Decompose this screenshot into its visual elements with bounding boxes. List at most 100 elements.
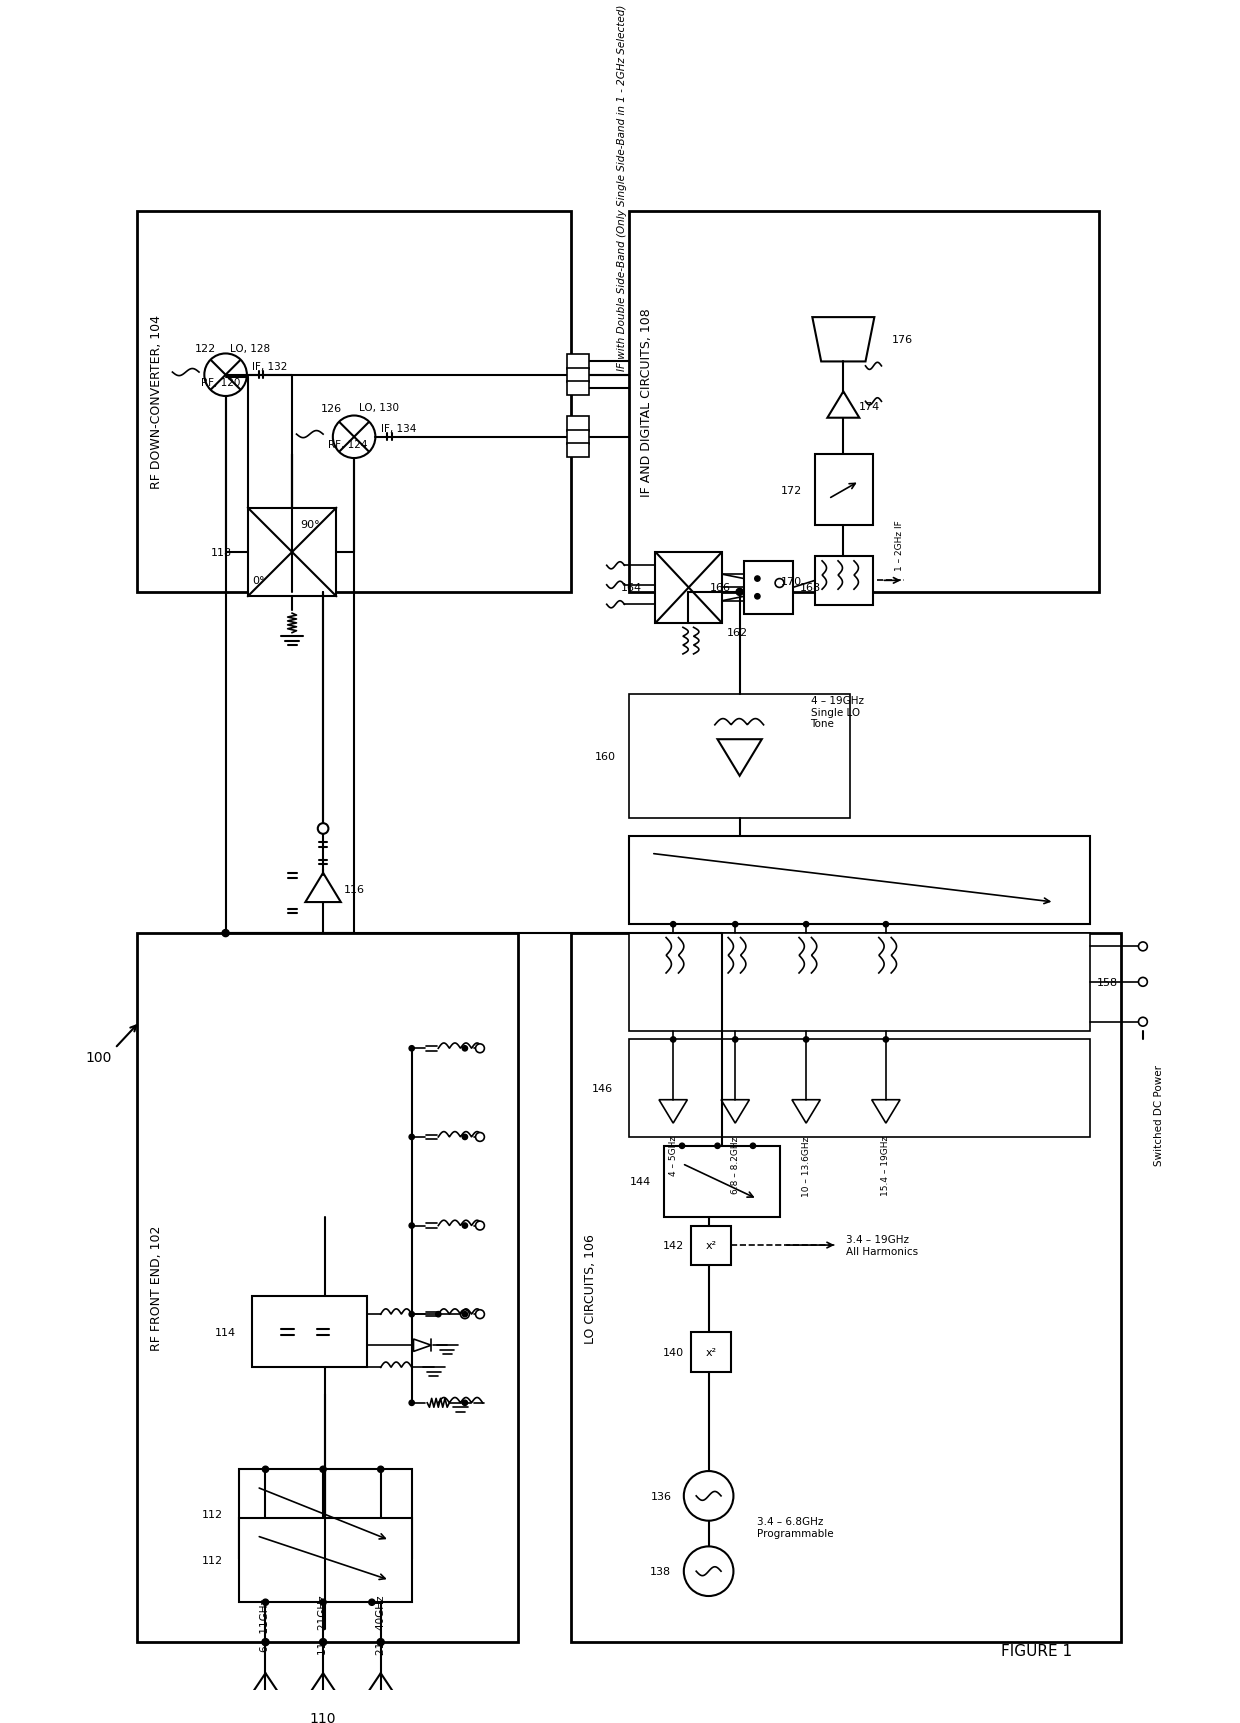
Bar [136,934,518,1642]
Text: 158: 158 [1097,977,1118,987]
Circle shape [714,1144,720,1149]
Bar [567,431,589,445]
Circle shape [463,1135,467,1141]
Circle shape [222,930,229,937]
Text: IF AND DIGITAL CIRCUITS, 108: IF AND DIGITAL CIRCUITS, 108 [640,308,653,496]
Text: RF FRONT END, 102: RF FRONT END, 102 [150,1225,162,1351]
Text: 11 – 21GHz: 11 – 21GHz [319,1595,329,1654]
Bar [815,455,873,526]
Text: RF DOWN-CONVERTER, 104: RF DOWN-CONVERTER, 104 [150,315,162,489]
Text: 4 – 5GHz: 4 – 5GHz [668,1135,678,1175]
Circle shape [409,1046,414,1051]
Text: LO CIRCUITS, 106: LO CIRCUITS, 106 [584,1234,598,1342]
Bar [629,694,851,818]
Bar [815,557,873,606]
Circle shape [733,922,738,927]
Bar [656,553,722,624]
Circle shape [475,1044,485,1053]
Circle shape [263,1599,269,1606]
Text: 160: 160 [594,751,615,762]
Text: 6 – 11GHz: 6 – 11GHz [260,1597,270,1651]
Text: Switched DC Power: Switched DC Power [1154,1065,1164,1165]
Circle shape [1138,942,1147,951]
Polygon shape [658,1099,687,1123]
Text: IF, 132: IF, 132 [252,362,288,372]
Bar [239,1518,412,1602]
Text: 122: 122 [195,345,216,353]
Circle shape [317,824,329,834]
Bar [252,1297,367,1368]
Text: 6.8 – 8.2GHz: 6.8 – 8.2GHz [730,1135,740,1192]
Circle shape [205,355,247,396]
Circle shape [463,1311,467,1316]
Text: 162: 162 [727,627,748,638]
Polygon shape [305,874,341,903]
Polygon shape [718,739,761,777]
Text: 136: 136 [651,1490,671,1501]
Circle shape [409,1311,414,1316]
Text: LO, 130: LO, 130 [358,403,398,412]
Text: 172: 172 [780,486,802,496]
Text: 138: 138 [650,1566,671,1577]
Circle shape [475,1222,485,1230]
Circle shape [475,1309,485,1318]
Circle shape [320,1639,326,1645]
Circle shape [804,922,808,927]
Circle shape [475,1132,485,1142]
Text: 146: 146 [591,1084,613,1094]
Text: 174: 174 [859,401,880,412]
Text: 164: 164 [621,582,642,593]
Circle shape [463,1046,467,1051]
Text: 4 – 19GHz
Single LO
Tone: 4 – 19GHz Single LO Tone [811,696,863,729]
Text: 144: 144 [630,1177,651,1187]
Text: RF, 120: RF, 120 [201,377,241,388]
Text: 142: 142 [662,1241,683,1251]
Text: 3.4 – 6.8GHz
Programmable: 3.4 – 6.8GHz Programmable [758,1516,835,1539]
Circle shape [671,922,676,927]
Circle shape [737,589,743,596]
Circle shape [683,1471,733,1521]
Circle shape [680,1144,684,1149]
Text: FIGURE 1: FIGURE 1 [1001,1644,1073,1659]
Bar [691,1332,730,1372]
Polygon shape [872,1099,900,1123]
Circle shape [320,1599,326,1606]
Bar [691,1225,730,1266]
Bar [665,1146,780,1216]
Polygon shape [812,319,874,362]
Circle shape [683,1547,733,1595]
Text: LO, 128: LO, 128 [231,345,270,353]
Text: 90°: 90° [300,519,320,529]
Text: 176: 176 [892,334,913,345]
Circle shape [755,577,760,582]
Circle shape [263,1466,269,1473]
Polygon shape [827,393,859,419]
Circle shape [377,1639,384,1645]
Text: 21 – 40GHz: 21 – 40GHz [376,1595,386,1654]
Bar [567,355,589,369]
Polygon shape [792,1099,821,1123]
Text: 1 – 2GHz IF: 1 – 2GHz IF [895,520,904,570]
Circle shape [332,417,376,458]
Bar [629,1041,1090,1137]
Polygon shape [413,1339,432,1351]
Circle shape [883,922,889,927]
Circle shape [435,1311,441,1316]
Text: x²: x² [706,1347,717,1358]
Bar [567,383,589,396]
Text: 116: 116 [343,884,365,894]
Text: 166: 166 [709,582,730,593]
Circle shape [733,1037,738,1042]
Text: 112: 112 [202,1556,223,1564]
Bar [567,369,589,383]
Circle shape [775,579,784,588]
Text: 15.4 – 19GHz: 15.4 – 19GHz [882,1135,890,1196]
Circle shape [320,1466,326,1473]
Text: 0°: 0° [252,575,264,586]
Text: x²: x² [706,1241,717,1251]
Circle shape [755,594,760,600]
Text: 110: 110 [310,1711,336,1723]
Circle shape [463,1401,467,1406]
Text: 112: 112 [202,1509,223,1518]
Circle shape [804,1037,808,1042]
